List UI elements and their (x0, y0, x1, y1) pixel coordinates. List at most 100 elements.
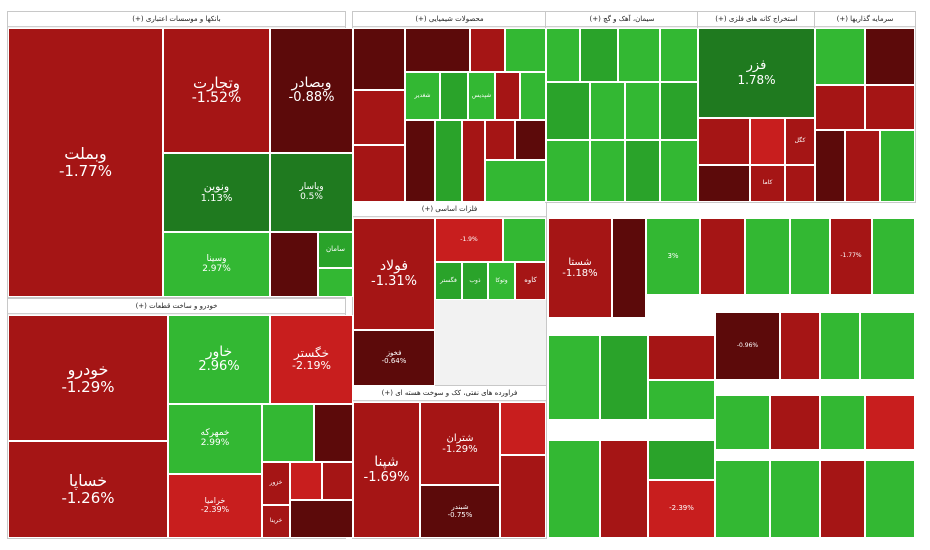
ticker-misc-r10[interactable] (820, 460, 865, 538)
ticker-food-9[interactable] (546, 140, 590, 202)
ticker-chem-g6[interactable] (435, 120, 462, 202)
ticker-fnaft[interactable]: ذوب (462, 262, 488, 300)
ticker-khramya[interactable]: خرامیا -2.39% (168, 474, 262, 538)
ticker-kgol[interactable]: کگل (785, 118, 815, 165)
ticker-misc-g2[interactable] (745, 218, 790, 295)
ticker-inv-g1[interactable] (815, 28, 865, 85)
ticker-oil-s1[interactable] (500, 402, 546, 455)
ticker-mining-r4[interactable] (785, 165, 815, 202)
ticker-auto-s1[interactable] (262, 404, 314, 462)
ticker-vbsader[interactable]: وبصادر -0.88% (270, 28, 353, 153)
ticker-inv-r5[interactable] (845, 130, 880, 202)
ticker-misc-r3[interactable]: -1.77% (830, 218, 872, 295)
ticker-chem-g4[interactable]: شپدیس (468, 72, 495, 120)
sector-header[interactable]: خودرو و ساخت قطعات (+) (8, 299, 345, 314)
ticker-misc-g14[interactable] (715, 460, 770, 538)
ticker-banks-small-1[interactable] (270, 232, 318, 297)
sector-header[interactable]: استخراج کانه های فلزی (+) (698, 12, 815, 27)
ticker-khodro[interactable]: خودرو -1.29% (8, 315, 168, 441)
ticker-chem-g7[interactable] (485, 160, 546, 202)
ticker-chem-r4[interactable] (405, 28, 470, 72)
ticker-misc-g12[interactable] (548, 440, 600, 538)
ticker-chem-r10[interactable] (515, 120, 546, 160)
ticker-auto-s3[interactable] (290, 462, 322, 500)
sector-header[interactable]: بانکها و موسسات اعتباری (+) (8, 12, 345, 27)
ticker-misc-g11[interactable] (820, 395, 865, 450)
ticker-foolad[interactable]: فولاد -1.31% (353, 218, 435, 330)
ticker-inv-r3[interactable] (865, 85, 915, 130)
ticker-misc-g4[interactable] (872, 218, 915, 295)
ticker-misc-r9[interactable] (600, 440, 648, 538)
ticker-khmehrkhe[interactable]: خمهرکه 2.99% (168, 404, 262, 474)
ticker-chem-g1[interactable] (505, 28, 546, 72)
ticker-vpasar[interactable]: وپاسار 0.5% (270, 153, 353, 232)
ticker-misc-g16[interactable] (865, 460, 915, 538)
ticker-misc-g10[interactable] (715, 395, 770, 450)
ticker-misc-r7[interactable] (770, 395, 820, 450)
ticker-vnovin[interactable]: ونوین 1.13% (163, 153, 270, 232)
ticker-food-3[interactable] (618, 28, 660, 82)
ticker-misc-g8[interactable] (600, 335, 648, 420)
ticker-kave[interactable]: کاوه (515, 262, 546, 300)
ticker-chem-g2[interactable]: شغدیر (405, 72, 440, 120)
ticker-zaqta[interactable]: -2.39% (648, 480, 715, 538)
ticker-misc-g13[interactable] (648, 440, 715, 480)
ticker-food-12[interactable] (660, 140, 698, 202)
ticker-vbmellat[interactable]: وبملت -1.77% (8, 28, 163, 297)
ticker-food-4[interactable] (660, 28, 698, 82)
ticker-misc-r8[interactable] (865, 395, 915, 450)
ticker-misc-g6[interactable] (860, 312, 915, 380)
sector-header[interactable]: فلزات اساسی (+) (353, 202, 546, 217)
ticker-vsina[interactable]: وسینا 2.97% (163, 232, 270, 297)
ticker-chem-r6[interactable] (495, 72, 520, 120)
ticker-chem-r3[interactable] (353, 145, 405, 202)
ticker-mining-r1[interactable] (698, 118, 750, 165)
ticker-misc-r1[interactable] (612, 218, 646, 318)
ticker-inv-r1[interactable] (865, 28, 915, 85)
sector-header[interactable]: سیمان، آهک و گچ (+) (546, 12, 698, 27)
ticker-auto-s4[interactable] (322, 462, 353, 500)
ticker-chem-r5[interactable] (470, 28, 505, 72)
ticker-oil-s2[interactable] (500, 455, 546, 538)
ticker-saman[interactable]: سامان (318, 232, 353, 268)
ticker-misc-g5[interactable] (820, 312, 860, 380)
ticker-inv-r2[interactable] (815, 85, 865, 130)
ticker-chem-r2[interactable] (353, 90, 405, 145)
ticker-kama[interactable]: کاما (750, 165, 785, 202)
ticker-chem-r7[interactable] (405, 120, 435, 202)
ticker-chem-r9[interactable] (485, 120, 515, 160)
ticker-misc-r2[interactable] (700, 218, 745, 295)
ticker-auto-s2[interactable] (314, 404, 353, 462)
ticker-shtran[interactable]: شتران -1.29% (420, 402, 500, 485)
ticker-misc-g3[interactable] (790, 218, 830, 295)
ticker-inv-r4[interactable] (815, 130, 845, 202)
ticker-shpna[interactable] (353, 28, 405, 90)
ticker-misc-g1[interactable]: 3% (646, 218, 700, 295)
ticker-auto-s5[interactable] (290, 500, 353, 538)
ticker-misc-g7[interactable] (548, 335, 600, 420)
ticker-shbandar[interactable]: شبندر -0.75% (420, 485, 500, 538)
ticker-food-10[interactable] (590, 140, 625, 202)
ticker-shiraz[interactable]: شپنا -1.69% (353, 402, 420, 538)
ticker-food-5[interactable] (546, 82, 590, 140)
ticker-metals-g1[interactable] (503, 218, 546, 262)
ticker-food-8[interactable] (660, 82, 698, 140)
ticker-vtoka[interactable]: وتوکا (488, 262, 515, 300)
ticker-khzor[interactable]: خزور (262, 462, 290, 505)
ticker-food-7[interactable] (625, 82, 660, 140)
ticker-misc-r4[interactable]: -0.96% (715, 312, 780, 380)
sector-header[interactable]: فراورده های نفتی، کک و سوخت هسته ای (+) (353, 386, 546, 401)
ticker-mining-r2[interactable] (750, 118, 785, 165)
ticker-mining-r3[interactable] (698, 165, 750, 202)
ticker-khsapa[interactable]: خساپا -1.26% (8, 441, 168, 538)
ticker-misc-g9[interactable] (648, 380, 715, 420)
ticker-khrana[interactable]: خرینا (262, 505, 290, 538)
ticker-food-6[interactable] (590, 82, 625, 140)
ticker-fazr[interactable]: فزر 1.78% (698, 28, 815, 118)
sector-header[interactable]: سرمایه گذاریها (+) (815, 12, 915, 27)
ticker-fkhuz[interactable]: فخوز -0.64% (353, 330, 435, 386)
ticker-food-1[interactable] (546, 28, 580, 82)
ticker-misc-r5[interactable] (780, 312, 820, 380)
ticker-vtejarat[interactable]: وتجارت -1.52% (163, 28, 270, 153)
ticker-chem-r8[interactable] (462, 120, 485, 202)
